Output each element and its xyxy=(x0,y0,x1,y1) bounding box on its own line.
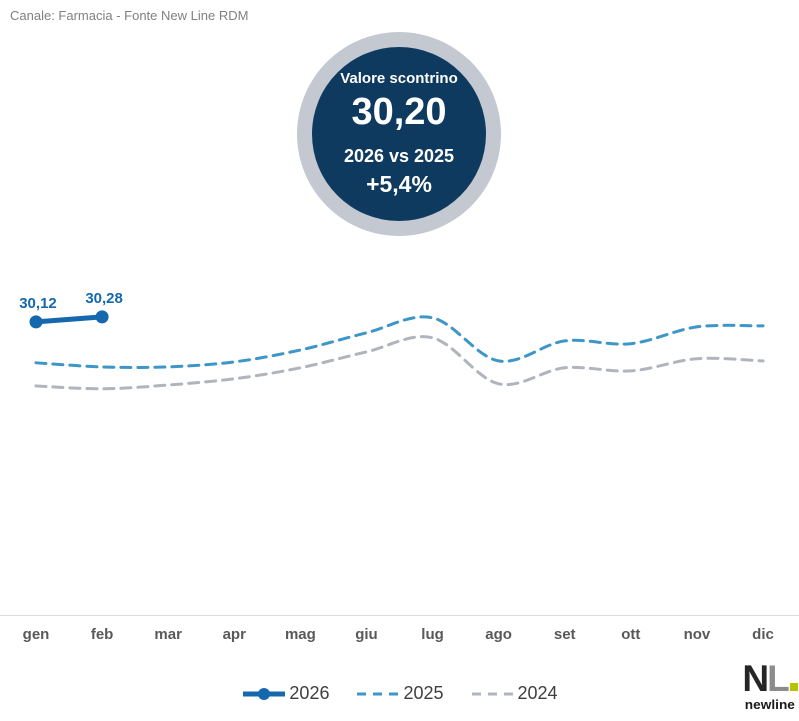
legend-label-2025: 2025 xyxy=(403,683,444,703)
x-axis-label-gen: gen xyxy=(22,626,50,643)
x-axis-label-mar: mar xyxy=(154,626,182,643)
x-axis-label-giu: giu xyxy=(355,626,378,643)
x-axis-label-dic: dic xyxy=(752,626,774,643)
series-line-2025 xyxy=(34,315,765,369)
x-axis-label-ago: ago xyxy=(485,626,512,643)
x-axis-label-set: set xyxy=(553,626,576,643)
trend-line-chart: 30,12 30,28 xyxy=(19,290,765,391)
x-axis-label-lug: lug xyxy=(421,626,444,643)
legend-label-2026: 2026 xyxy=(289,683,330,703)
series-line-2026 xyxy=(33,314,105,325)
legend-swatch-2024 xyxy=(471,692,514,695)
kpi-comparison-label: 2026 vs 2025 xyxy=(343,146,455,167)
kpi-title: Valore scontrino xyxy=(340,69,458,87)
legend-swatch-2026 xyxy=(243,687,286,700)
x-axis-label-ott: ott xyxy=(621,626,641,643)
x-axis-line xyxy=(0,615,799,616)
source-note: Canale: Farmacia - Fonte New Line RDM xyxy=(10,8,249,23)
series-line-2024 xyxy=(34,335,765,391)
chart-legend: 2026 2025 2024 xyxy=(0,683,799,704)
x-axis-label-mag: mag xyxy=(284,626,316,643)
legend-item-2024[interactable]: 2024 xyxy=(470,683,558,704)
data-label-2026: 30,28 xyxy=(85,290,123,307)
x-axis-label-nov: nov xyxy=(683,626,711,643)
logo-accent-square xyxy=(789,683,798,691)
logo-letter-l: L xyxy=(767,658,790,699)
data-point-2026 xyxy=(95,310,109,324)
data-label-2026: 30,12 xyxy=(19,295,57,312)
x-axis-label-feb: feb xyxy=(90,626,114,643)
data-point-2026 xyxy=(29,315,43,329)
kpi-badge-circle: Valore scontrino 30,20 2026 vs 2025 +5,4… xyxy=(312,47,486,221)
legend-item-2026[interactable]: 2026 xyxy=(241,683,329,704)
logo-letter-n: N xyxy=(742,658,769,699)
legend-item-2025[interactable]: 2025 xyxy=(355,683,444,704)
logo-wordmark: newline xyxy=(744,697,796,712)
kpi-value: 30,20 xyxy=(351,90,447,133)
kpi-badge: Valore scontrino 30,20 2026 vs 2025 +5,4… xyxy=(297,32,501,236)
x-axis-label-apr: apr xyxy=(222,626,246,643)
legend-label-2024: 2024 xyxy=(517,683,558,703)
legend-swatch-2025 xyxy=(357,692,400,695)
kpi-delta-value: +5,4% xyxy=(366,171,432,198)
x-axis-labels: gen feb mar apr mag giu lug ago set ott nov dic xyxy=(0,626,799,646)
